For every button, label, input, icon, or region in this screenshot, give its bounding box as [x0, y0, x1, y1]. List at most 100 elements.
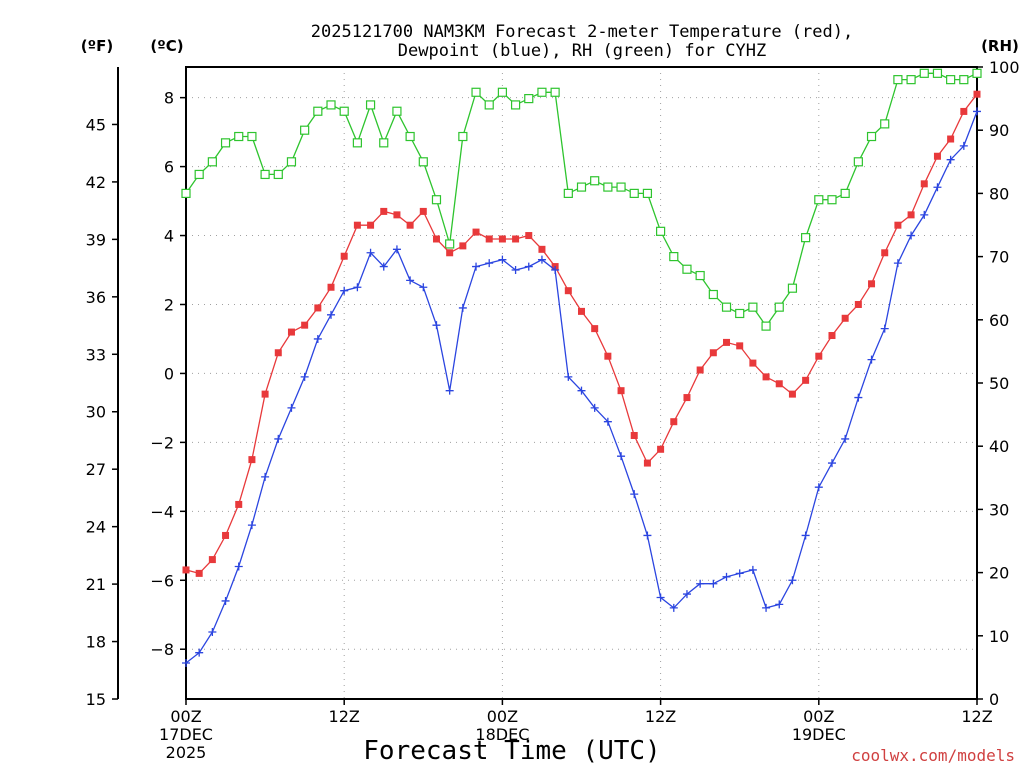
x-axis-label: Forecast Time (UTC) — [363, 736, 660, 766]
rh-marker — [629, 188, 639, 198]
2-meter-temperature-marker — [419, 207, 427, 215]
celsius-tick-label: 2 — [164, 295, 174, 314]
fahrenheit-tick-label: 30 — [86, 403, 106, 422]
2-meter-temperature-marker — [222, 531, 230, 539]
rh-tick-label: 100 — [989, 58, 1020, 77]
dewpoint-marker — [867, 355, 876, 364]
2-meter-temperature-marker — [353, 221, 361, 229]
rh-marker — [682, 264, 692, 274]
2-meter-temperature-marker — [578, 307, 585, 315]
2-meter-temperature-marker — [432, 235, 440, 243]
rh-marker — [194, 169, 204, 180]
2-meter-temperature-marker — [393, 211, 401, 219]
rh-marker — [379, 138, 389, 148]
2-meter-temperature-marker — [815, 352, 823, 360]
dewpoint-marker — [907, 231, 916, 240]
dewpoint-marker — [247, 521, 256, 530]
2-meter-temperature-marker — [367, 221, 375, 229]
dewpoint-marker — [472, 262, 481, 271]
dewpoint-marker — [946, 155, 955, 164]
dewpoint-marker — [182, 659, 190, 668]
rh-marker — [247, 131, 257, 142]
x-tick-year-label: 2025 — [166, 743, 207, 762]
2-meter-temperature-series — [182, 90, 981, 577]
dewpoint-marker — [406, 276, 415, 285]
2-meter-temperature-marker — [630, 431, 638, 439]
rh-marker — [207, 157, 217, 167]
2-meter-temperature-marker — [788, 390, 796, 398]
dewpoint-marker — [195, 648, 204, 657]
rh-marker — [458, 131, 468, 142]
rh-marker — [181, 188, 191, 198]
2-meter-temperature-marker — [775, 380, 783, 388]
chart-subtitle: Dewpoint (blue), RH (green) for CYHZ — [398, 41, 766, 61]
2-meter-temperature-marker — [841, 314, 849, 322]
dewpoint-marker — [682, 590, 691, 599]
rh-marker — [220, 138, 231, 148]
2-meter-temperature-marker — [446, 249, 454, 257]
x-tick-date-label: 17DEC — [159, 725, 213, 744]
x-tick-date-label: 19DEC — [792, 725, 846, 744]
2-meter-temperature-marker — [287, 328, 295, 336]
dewpoint-marker — [524, 262, 533, 271]
rh-marker — [853, 157, 863, 167]
2-meter-temperature-marker — [406, 221, 414, 229]
fahrenheit-tick-label: 24 — [86, 518, 106, 537]
2-meter-temperature-marker — [538, 245, 546, 253]
rh-marker — [906, 75, 916, 85]
rh-line — [185, 72, 978, 328]
2-meter-temperature-marker — [696, 366, 704, 374]
2-meter-temperature-marker — [274, 349, 282, 357]
rh-marker — [880, 119, 890, 129]
watermark: coolwx.com/models — [851, 746, 1015, 765]
rh-marker — [827, 195, 837, 205]
2-meter-temperature-marker — [248, 456, 256, 464]
rh-marker — [576, 182, 587, 192]
rh-marker — [642, 188, 653, 198]
dewpoint-marker — [973, 107, 981, 116]
rh-marker — [445, 239, 455, 249]
fahrenheit-tick-label: 33 — [86, 345, 106, 364]
x-tick-label: 12Z — [645, 707, 676, 726]
2-meter-temperature-marker — [736, 342, 744, 350]
dewpoint-marker — [577, 386, 586, 395]
dewpoint-marker — [432, 321, 441, 330]
fahrenheit-tick-label: 39 — [86, 230, 106, 249]
fahrenheit-tick-label: 45 — [86, 115, 106, 134]
fahrenheit-tick-label: 18 — [86, 633, 106, 652]
dewpoint-marker — [735, 569, 744, 578]
2-meter-temperature-marker — [327, 283, 335, 291]
dewpoint-marker — [498, 255, 507, 264]
rh-tick-label: 10 — [989, 627, 1009, 646]
rh-marker — [339, 106, 349, 116]
rh-tick-label: 20 — [989, 564, 1009, 583]
rh-marker — [405, 131, 415, 142]
fahrenheit-tick-label: 27 — [86, 460, 106, 479]
2-meter-temperature-marker — [498, 235, 506, 243]
2-meter-temperature-marker — [894, 221, 902, 229]
rh-marker — [300, 125, 310, 135]
dewpoint-marker — [274, 434, 283, 443]
rh-marker — [787, 283, 798, 293]
fahrenheit-tick-label: 42 — [86, 173, 106, 192]
dewpoint-marker — [419, 283, 428, 292]
fahrenheit-tick-label: 36 — [86, 288, 106, 307]
2-meter-temperature-marker — [459, 242, 467, 250]
rh-marker — [748, 302, 758, 312]
dewpoint-marker — [379, 262, 388, 271]
dewpoint-marker — [827, 459, 836, 468]
rh-marker — [616, 182, 626, 192]
rh-marker — [919, 68, 929, 78]
dewpoint-marker — [564, 372, 573, 381]
dewpoint-marker — [669, 603, 678, 612]
dewpoint-marker — [603, 417, 612, 426]
2-meter-temperature-marker — [723, 338, 731, 346]
2-meter-temperature-marker — [657, 445, 665, 453]
rh-marker — [286, 157, 297, 167]
rh-series — [181, 68, 982, 331]
2-meter-temperature-marker — [868, 280, 876, 288]
rh-unit-label: (RH) — [981, 37, 1019, 55]
2-meter-temperature-marker — [881, 249, 889, 257]
dewpoint-marker — [511, 266, 520, 275]
